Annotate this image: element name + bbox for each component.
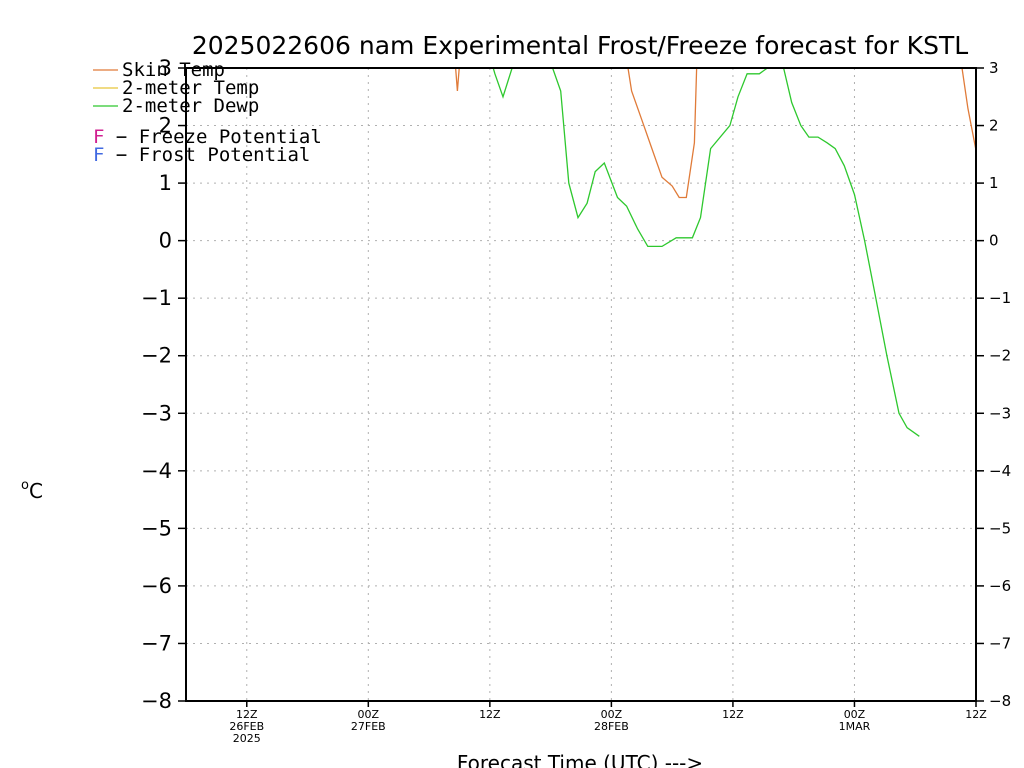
x-tick-label: 12Z bbox=[479, 708, 501, 721]
y-tick-label-right: 2 bbox=[989, 117, 999, 135]
potential-label: − Frost Potential bbox=[104, 144, 310, 166]
y-tick-label-left: −2 bbox=[141, 344, 172, 368]
y-tick-label-left: −6 bbox=[141, 574, 172, 598]
y-tick-label-left: −7 bbox=[141, 631, 172, 655]
potential-marker: F bbox=[93, 144, 104, 166]
series-line-skin-temp bbox=[454, 68, 976, 199]
y-tick-label-right: −7 bbox=[989, 634, 1011, 652]
y-tick-label-left: −3 bbox=[141, 401, 172, 425]
x-tick-label: 28FEB bbox=[594, 720, 629, 733]
y-axis-unit: C bbox=[29, 479, 43, 503]
x-tick-label: 2025 bbox=[233, 732, 261, 745]
y-tick-label-right: −5 bbox=[989, 519, 1011, 537]
axis-ticks: 3 3 2 2 1 1 0 0 −1 −1 −2 −2 −3 −3 −4 −4 −5 −5 −6 −6 −7 −7 −8 −8… bbox=[141, 56, 1011, 745]
potential-legend-entry: F − Frost Potential bbox=[93, 144, 310, 166]
x-tick-label: 12Z bbox=[236, 708, 258, 721]
y-tick-label-left: −5 bbox=[141, 516, 172, 540]
y-tick-label-left: 3 bbox=[159, 56, 172, 80]
y-axis-label: oC bbox=[21, 478, 43, 503]
series-line-2-meter-dewp bbox=[492, 68, 920, 437]
y-tick-label-right: −4 bbox=[989, 462, 1011, 480]
x-tick-label: 00Z bbox=[844, 708, 866, 721]
y-tick-label-right: −8 bbox=[989, 692, 1011, 710]
y-tick-label-left: −1 bbox=[141, 286, 172, 310]
potential-label: − Freeze Potential bbox=[104, 126, 321, 148]
x-tick-label: 00Z bbox=[358, 708, 380, 721]
y-tick-label-right: 0 bbox=[989, 232, 999, 250]
potential-marker: F bbox=[93, 126, 104, 148]
y-tick-label-right: −1 bbox=[989, 289, 1011, 307]
legend-label: 2-meter Dewp bbox=[122, 95, 259, 117]
y-tick-label-left: 0 bbox=[159, 229, 172, 253]
y-tick-label-left: −4 bbox=[141, 459, 172, 483]
grid-lines bbox=[186, 68, 977, 701]
x-tick-label: 26FEB bbox=[229, 720, 264, 733]
x-tick-label: 12Z bbox=[722, 708, 744, 721]
y-tick-label-right: 3 bbox=[989, 59, 999, 77]
x-tick-label: 00Z bbox=[601, 708, 623, 721]
potential-legend-entry: F − Freeze Potential bbox=[93, 126, 322, 148]
y-tick-label-left: 2 bbox=[159, 114, 172, 138]
x-axis-label: Forecast Time (UTC) ---> bbox=[457, 751, 703, 768]
degree-sign: o bbox=[21, 478, 29, 493]
legend-label: 2-meter Temp bbox=[122, 77, 259, 99]
legend-label: Skin Temp bbox=[122, 59, 225, 81]
y-tick-label-right: −3 bbox=[989, 404, 1011, 422]
x-tick-label: 12Z bbox=[965, 708, 987, 721]
y-tick-label-right: 1 bbox=[989, 174, 999, 192]
y-tick-label-left: −8 bbox=[141, 689, 172, 713]
y-tick-label-right: −6 bbox=[989, 577, 1011, 595]
x-tick-label: 1MAR bbox=[839, 720, 871, 733]
x-tick-label: 27FEB bbox=[351, 720, 386, 733]
series-lines bbox=[454, 68, 976, 437]
y-tick-label-left: 1 bbox=[159, 171, 172, 195]
chart-title: 2025022606 nam Experimental Frost/Freeze… bbox=[192, 31, 968, 60]
plot-frame bbox=[185, 67, 977, 702]
y-tick-label-right: −2 bbox=[989, 347, 1011, 365]
